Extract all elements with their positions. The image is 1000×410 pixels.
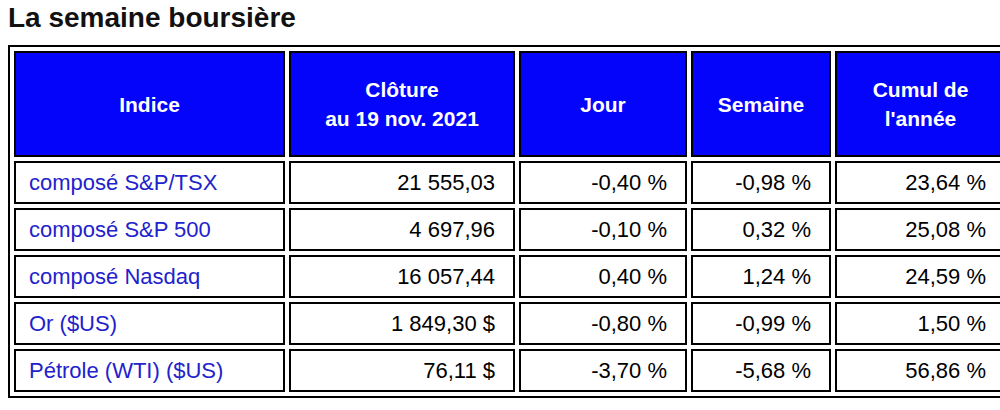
ytd-change-cell: 1,50 % [835, 302, 1000, 345]
table-row-sptsx: composé S&P/TSX 21 555,03 -0,40 % -0,98 … [14, 161, 1000, 204]
ytd-change-cell: 25,08 % [835, 208, 1000, 251]
close-value-cell: 16 057,44 [289, 255, 515, 298]
close-value-cell: 1 849,30 $ [289, 302, 515, 345]
close-value-cell: 76,11 $ [289, 349, 515, 392]
column-header-indice: Indice [14, 51, 285, 157]
table-row-nasdaq: composé Nasdaq 16 057,44 0,40 % 1,24 % 2… [14, 255, 1000, 298]
page-title: La semaine boursière [8, 2, 296, 34]
column-header-cumul: Cumul de l'année [835, 51, 1000, 157]
table-row-oil: Pétrole (WTI) ($US) 76,11 $ -3,70 % -5,6… [14, 349, 1000, 392]
table-body: composé S&P/TSX 21 555,03 -0,40 % -0,98 … [14, 161, 1000, 392]
table-row-sp500: composé S&P 500 4 697,96 -0,10 % 0,32 % … [14, 208, 1000, 251]
day-change-cell: -3,70 % [519, 349, 687, 392]
ytd-change-cell: 23,64 % [835, 161, 1000, 204]
column-header-semaine: Semaine [691, 51, 831, 157]
week-change-cell: -0,99 % [691, 302, 831, 345]
column-header-cloture: Clôture au 19 nov. 2021 [289, 51, 515, 157]
week-change-cell: -0,98 % [691, 161, 831, 204]
market-week-table: Indice Clôture au 19 nov. 2021 Jour Sema… [8, 45, 1000, 398]
index-name-cell: composé S&P/TSX [14, 161, 285, 204]
day-change-cell: 0,40 % [519, 255, 687, 298]
index-name-cell: composé S&P 500 [14, 208, 285, 251]
week-change-cell: 1,24 % [691, 255, 831, 298]
week-change-cell: 0,32 % [691, 208, 831, 251]
table-row-gold: Or ($US) 1 849,30 $ -0,80 % -0,99 % 1,50… [14, 302, 1000, 345]
column-header-jour: Jour [519, 51, 687, 157]
ytd-change-cell: 56,86 % [835, 349, 1000, 392]
index-name-cell: Pétrole (WTI) ($US) [14, 349, 285, 392]
header-row: Indice Clôture au 19 nov. 2021 Jour Sema… [14, 51, 1000, 157]
close-value-cell: 21 555,03 [289, 161, 515, 204]
day-change-cell: -0,80 % [519, 302, 687, 345]
day-change-cell: -0,40 % [519, 161, 687, 204]
table-header: Indice Clôture au 19 nov. 2021 Jour Sema… [14, 51, 1000, 157]
day-change-cell: -0,10 % [519, 208, 687, 251]
page: La semaine boursière Indice Clôture au 1… [0, 0, 1000, 410]
index-name-cell: composé Nasdaq [14, 255, 285, 298]
close-value-cell: 4 697,96 [289, 208, 515, 251]
index-name-cell: Or ($US) [14, 302, 285, 345]
week-change-cell: -5,68 % [691, 349, 831, 392]
ytd-change-cell: 24,59 % [835, 255, 1000, 298]
